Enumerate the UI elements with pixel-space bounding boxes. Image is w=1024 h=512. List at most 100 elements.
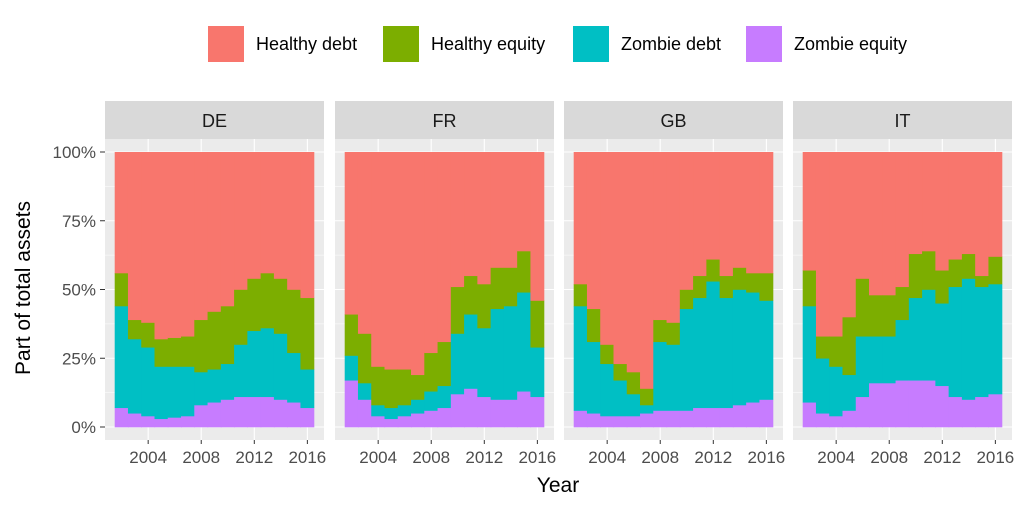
legend-item: Healthy debt xyxy=(208,26,357,62)
area-segment-zombie-debt xyxy=(357,383,372,400)
area-segment-zombie-debt xyxy=(371,405,386,417)
area-segment-healthy-debt xyxy=(517,152,532,252)
area-segment-zombie-equity xyxy=(719,407,734,428)
area-segment-zombie-equity xyxy=(207,402,222,428)
area-segment-zombie-debt xyxy=(815,358,830,414)
area-segment-zombie-equity xyxy=(586,413,601,428)
legend-item: Zombie equity xyxy=(746,26,907,62)
area-segment-healthy-equity xyxy=(371,366,386,406)
area-segment-zombie-equity xyxy=(948,396,963,428)
area-segment-zombie-debt xyxy=(477,328,492,398)
area-segment-zombie-debt xyxy=(384,407,399,420)
area-segment-zombie-equity xyxy=(829,416,844,428)
area-segment-healthy-equity xyxy=(220,306,235,365)
area-segment-zombie-equity xyxy=(666,410,681,428)
y-tick-label: 75% xyxy=(62,212,96,231)
area-segment-healthy-equity xyxy=(424,352,439,392)
area-segment-healthy-debt xyxy=(194,152,209,321)
area-segment-healthy-equity xyxy=(988,256,1003,285)
area-segment-zombie-debt xyxy=(503,306,518,400)
x-tick-label: 2004 xyxy=(817,448,855,467)
area-segment-zombie-debt xyxy=(411,399,425,414)
area-segment-zombie-equity xyxy=(300,407,315,428)
y-tick-label: 50% xyxy=(62,281,96,300)
x-tick-label: 2012 xyxy=(235,448,273,467)
area-segment-healthy-debt xyxy=(759,152,774,274)
area-segment-healthy-debt xyxy=(411,152,425,376)
area-segment-zombie-debt xyxy=(895,319,910,381)
area-segment-healthy-debt xyxy=(260,152,275,274)
area-segment-healthy-debt xyxy=(719,152,734,277)
area-segment-healthy-equity xyxy=(477,284,492,329)
area-segment-zombie-equity xyxy=(503,399,518,428)
area-segment-healthy-debt xyxy=(273,152,288,279)
legend-label: Zombie equity xyxy=(794,34,907,54)
area-segment-zombie-equity xyxy=(679,410,694,428)
y-axis-label: Part of total assets xyxy=(12,201,35,375)
area-segment-healthy-equity xyxy=(759,273,774,301)
area-segment-healthy-equity xyxy=(154,339,169,367)
legend: Healthy debt Healthy equity Zombie debt Zom… xyxy=(208,26,907,62)
facet-strip-label: IT xyxy=(895,111,911,131)
area-segment-healthy-equity xyxy=(693,275,707,299)
x-tick-label: 2008 xyxy=(641,448,679,467)
y-tick-label: 25% xyxy=(62,349,96,368)
facet-strip-label: FR xyxy=(433,111,457,131)
legend-swatch xyxy=(573,26,609,62)
facet-panel-de: DE 2004 2008 2012 2016 xyxy=(105,101,326,467)
area-segment-zombie-debt xyxy=(437,385,452,409)
area-segment-zombie-equity xyxy=(234,396,248,428)
area-segment-zombie-debt xyxy=(207,369,222,403)
area-segment-zombie-equity xyxy=(411,413,425,428)
area-segment-healthy-equity xyxy=(287,289,302,354)
area-segment-zombie-debt xyxy=(141,347,156,417)
x-tick-label: 2004 xyxy=(359,448,397,467)
area-segment-healthy-equity xyxy=(464,275,478,315)
area-segment-zombie-debt xyxy=(948,286,963,398)
area-segment-healthy-equity xyxy=(842,317,857,376)
area-segment-zombie-debt xyxy=(154,366,169,420)
area-segment-healthy-equity xyxy=(815,336,830,359)
area-segment-zombie-debt xyxy=(842,374,857,411)
area-segment-healthy-equity xyxy=(948,259,963,288)
area-segment-zombie-equity xyxy=(477,396,492,428)
area-segment-zombie-equity xyxy=(759,399,774,428)
x-tick-label: 2008 xyxy=(870,448,908,467)
area-segment-healthy-equity xyxy=(411,374,425,400)
area-segment-zombie-equity xyxy=(344,380,359,428)
area-segment-healthy-equity xyxy=(234,289,248,345)
area-segment-zombie-equity xyxy=(908,380,923,428)
area-segment-zombie-equity xyxy=(802,402,817,428)
area-segment-zombie-equity xyxy=(260,396,275,428)
area-segment-healthy-debt xyxy=(141,152,156,323)
area-segment-healthy-debt xyxy=(114,152,129,274)
x-tick-label: 2012 xyxy=(923,448,961,467)
area-segment-healthy-equity xyxy=(829,336,844,367)
area-segment-healthy-equity xyxy=(586,308,601,343)
area-segment-zombie-debt xyxy=(613,380,628,417)
area-segment-healthy-debt xyxy=(490,152,505,268)
area-segment-healthy-equity xyxy=(141,322,156,348)
area-segment-zombie-equity xyxy=(490,399,505,428)
area-segment-zombie-debt xyxy=(679,308,694,411)
area-segment-healthy-equity xyxy=(869,295,883,337)
area-segment-healthy-equity xyxy=(344,314,359,356)
area-segment-zombie-equity xyxy=(895,380,910,428)
area-segment-healthy-equity xyxy=(503,267,518,307)
y-tick-label: 100% xyxy=(53,143,96,162)
area-segment-healthy-debt xyxy=(640,152,654,389)
facet-strip-label: GB xyxy=(660,111,686,131)
legend-label: Zombie debt xyxy=(621,34,721,54)
facet-panels: DE 2004 2008 2012 2016 FR 2004 2008 2012 2016 GB 20… xyxy=(105,101,1014,467)
area-segment-healthy-debt xyxy=(935,152,950,271)
area-segment-zombie-debt xyxy=(988,284,1003,395)
area-segment-zombie-equity xyxy=(397,416,412,428)
facet-strip xyxy=(335,101,554,139)
x-tick-label: 2016 xyxy=(288,448,326,467)
area-segment-healthy-debt xyxy=(802,152,817,271)
area-segment-zombie-debt xyxy=(573,306,588,411)
area-segment-healthy-equity xyxy=(679,289,694,310)
area-segment-healthy-debt xyxy=(464,152,478,277)
area-segment-healthy-debt xyxy=(922,152,936,252)
